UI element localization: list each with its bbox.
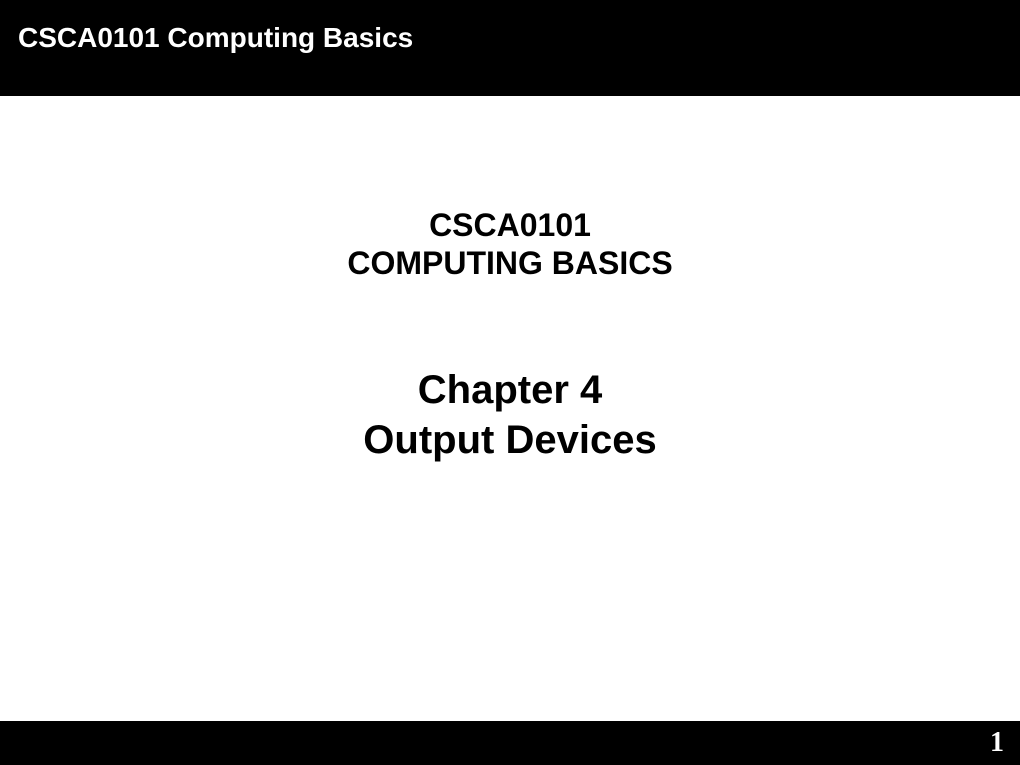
header-title: CSCA0101 Computing Basics: [18, 22, 1002, 54]
slide-content: CSCA0101 COMPUTING BASICS Chapter 4 Outp…: [0, 96, 1020, 465]
slide-header: CSCA0101 Computing Basics: [0, 0, 1020, 96]
chapter-title: Output Devices: [0, 415, 1020, 465]
page-number: 1: [990, 727, 1004, 758]
course-code: CSCA0101: [0, 206, 1020, 244]
course-name: COMPUTING BASICS: [0, 244, 1020, 282]
chapter-block: Chapter 4 Output Devices: [0, 365, 1020, 465]
slide-footer: 1: [0, 721, 1020, 765]
chapter-number: Chapter 4: [0, 365, 1020, 415]
